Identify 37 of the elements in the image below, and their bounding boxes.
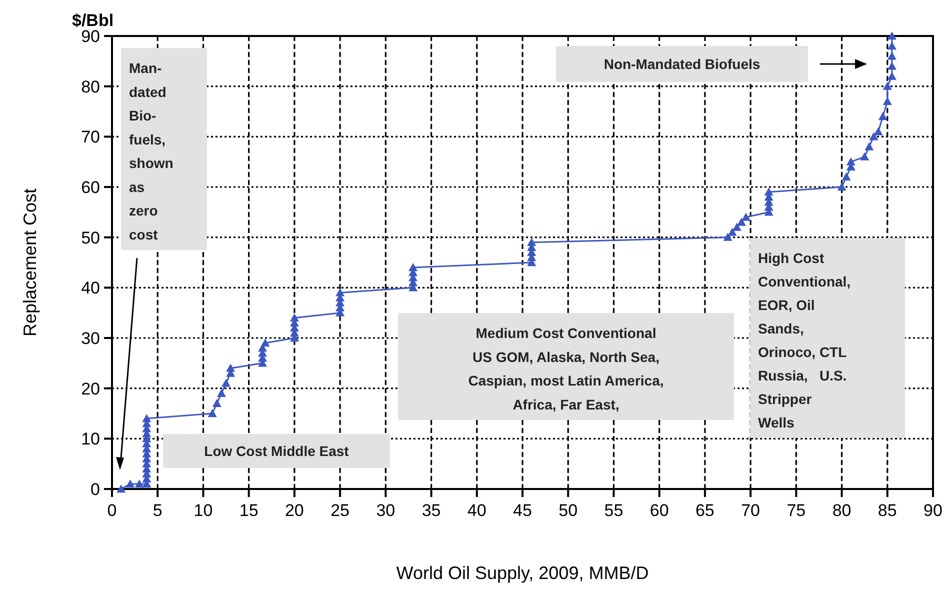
y-tick-label: 80 — [81, 77, 100, 96]
x-tick-label: 50 — [558, 501, 578, 520]
x-tick-label: 60 — [650, 501, 669, 520]
y-tick-label: 40 — [81, 278, 100, 298]
annotation: Low Cost Middle East — [204, 443, 350, 459]
y-tick-label: 20 — [81, 379, 100, 398]
annotation: Medium Cost Conventional US GOM, Alaska, North Sea, Caspian, most Latin America, Africa, Far East, — [468, 325, 664, 412]
x-tick-label: 15 — [239, 501, 258, 520]
x-tick-label: 55 — [604, 501, 624, 520]
y-tick-label: 90 — [81, 27, 100, 46]
x-tick-label: 40 — [467, 501, 486, 520]
annotation: Non-Mandated Biofuels — [604, 56, 760, 72]
x-tick-label: 80 — [832, 501, 852, 520]
y-tick-label: 50 — [81, 228, 100, 248]
y-tick-label: 30 — [81, 329, 100, 348]
x-tick-label: 65 — [695, 501, 714, 520]
x-tick-label: 70 — [741, 501, 760, 520]
x-tick-label: 0 — [107, 501, 117, 520]
x-tick-label: 85 — [878, 501, 897, 520]
x-tick-label: 90 — [924, 501, 942, 520]
x-tick-label: 35 — [422, 501, 441, 520]
x-tick-label: 25 — [330, 501, 350, 520]
y-axis-title: Replacement Cost — [20, 188, 40, 337]
x-tick-label: 75 — [786, 501, 806, 520]
x-tick-label: 20 — [284, 501, 304, 520]
y-tick-label: 10 — [81, 430, 100, 449]
y-tick-label: 70 — [81, 128, 100, 147]
x-axis-title: World Oil Supply, 2009, MMB/D — [396, 563, 649, 583]
annotation: Man- dated Bio- fuels, shown as zero cost — [129, 60, 174, 242]
x-tick-label: 45 — [513, 501, 532, 520]
y-tick-label: 60 — [81, 178, 100, 197]
x-tick-label: 30 — [376, 501, 396, 520]
x-tick-label: 10 — [194, 501, 213, 520]
annotation: High Cost Conventional, EOR, Oil Sands, Orinoco, CTL Russia, U.S. Stripper Wells — [758, 250, 851, 430]
y-tick-label: 0 — [90, 480, 100, 499]
x-tick-label: 5 — [152, 501, 162, 520]
chart-title: $/Bbl — [72, 11, 114, 30]
